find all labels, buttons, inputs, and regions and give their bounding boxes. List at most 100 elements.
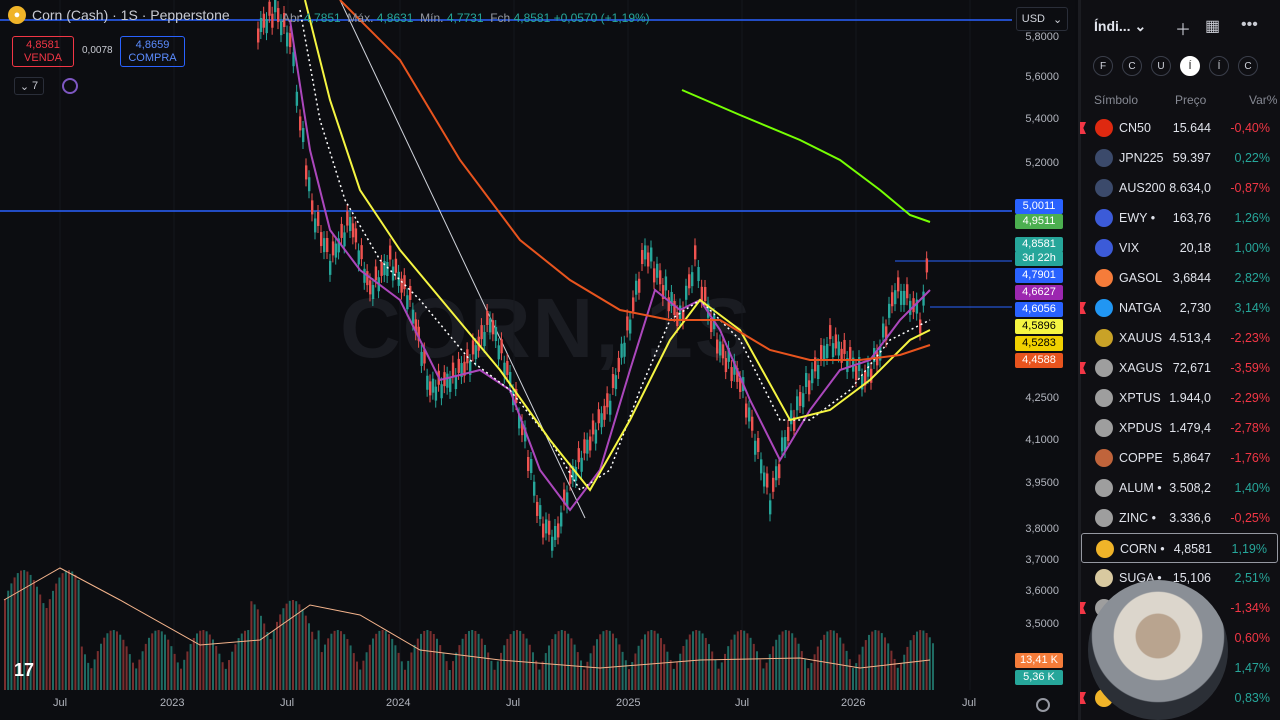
filter-chip[interactable]: U bbox=[1151, 56, 1171, 76]
volume-bar bbox=[55, 583, 58, 690]
watchlist-row[interactable]: XPDUS 1.479,4 -2,78% bbox=[1081, 413, 1280, 443]
refresh-icon[interactable] bbox=[62, 78, 78, 94]
volume-bar bbox=[109, 630, 112, 690]
watchlist-row[interactable]: JPN225 59.397 0,22% bbox=[1081, 143, 1280, 173]
row-change: -0,40% bbox=[1230, 121, 1270, 135]
buy-button[interactable]: 4,8659 COMPRA bbox=[120, 36, 185, 67]
add-icon[interactable]: ＋ bbox=[1175, 22, 1192, 39]
time-axis-label: 2026 bbox=[841, 697, 866, 709]
volume-bar bbox=[10, 583, 13, 690]
chart-title[interactable]: Corn (Cash) · 1S · Pepperstone bbox=[32, 7, 230, 23]
volume-bar bbox=[100, 643, 102, 690]
row-change: -1,34% bbox=[1230, 601, 1270, 615]
row-change: 2,51% bbox=[1234, 571, 1270, 585]
row-symbol: VIX bbox=[1119, 241, 1140, 255]
watchlist-row[interactable]: VIX 20,18 1,00% bbox=[1081, 233, 1280, 263]
filter-chip[interactable]: F bbox=[1093, 56, 1113, 76]
watchlist-row[interactable]: EWY • 163,76 1,26% bbox=[1081, 203, 1280, 233]
volume-bar bbox=[20, 570, 22, 690]
volume-bar bbox=[148, 637, 150, 690]
candle bbox=[661, 285, 665, 300]
volume-bar bbox=[602, 631, 605, 690]
time-axis-label: Jul bbox=[962, 697, 977, 709]
volume-bar bbox=[503, 645, 506, 690]
candle bbox=[667, 297, 670, 312]
indicators-toggle[interactable]: ⌄ 7 bbox=[14, 77, 44, 95]
gear-icon[interactable] bbox=[1036, 698, 1050, 712]
watchlist-row[interactable]: GASOL 3,6844 2,82% bbox=[1081, 263, 1280, 293]
candle bbox=[834, 334, 838, 349]
layout-icon[interactable]: ▦ bbox=[1205, 18, 1221, 35]
candle bbox=[826, 344, 829, 359]
volume-bar bbox=[445, 661, 448, 690]
volume-bar bbox=[615, 638, 618, 690]
price-axis-label: 5,4000 bbox=[1025, 113, 1059, 125]
candle bbox=[727, 347, 730, 362]
watchlist-row[interactable]: XPTUS 1.944,0 -2,29% bbox=[1081, 383, 1280, 413]
candle bbox=[337, 238, 340, 253]
time-axis-label: Jul bbox=[506, 697, 521, 709]
candle bbox=[784, 436, 787, 451]
volume-bar bbox=[890, 650, 893, 690]
volume-bar bbox=[663, 644, 666, 690]
volume-bar bbox=[855, 663, 858, 690]
volume-bar bbox=[176, 662, 179, 690]
filter-chip[interactable]: C bbox=[1238, 56, 1258, 76]
volume-bar bbox=[196, 633, 198, 690]
volume-bar bbox=[87, 662, 90, 690]
volume-bar bbox=[532, 652, 534, 690]
price-chart[interactable] bbox=[0, 0, 1075, 720]
chart-area[interactable]: CORN, 1S ● Corn (Cash) · 1S · Pepperston… bbox=[0, 0, 1075, 720]
trend-line bbox=[339, 0, 586, 519]
volume-bar bbox=[292, 600, 294, 690]
usa-flag-icon bbox=[1095, 239, 1113, 257]
watchlist-row[interactable]: AUS200 8.634,0 -0,87% bbox=[1081, 173, 1280, 203]
volume-bar bbox=[74, 574, 77, 690]
volume-bar bbox=[61, 573, 64, 690]
volume-bar bbox=[349, 645, 352, 690]
volume-bar bbox=[141, 651, 144, 690]
volume-bar bbox=[704, 637, 707, 690]
watchlist-row[interactable]: COPPE 5,8647 -1,76% bbox=[1081, 443, 1280, 473]
volume-bar bbox=[119, 634, 122, 690]
price-axis-label: 3,8000 bbox=[1025, 523, 1059, 535]
volume-bar bbox=[685, 639, 688, 690]
volume-bar bbox=[775, 639, 778, 690]
volume-bar bbox=[656, 633, 659, 690]
volume-bar bbox=[458, 645, 461, 690]
volume-bar bbox=[791, 633, 794, 690]
volume-bar bbox=[893, 658, 896, 690]
chart-header: ● Corn (Cash) · 1S · Pepperstone bbox=[8, 6, 230, 24]
watchlist-row[interactable]: XAGUS 72,671 -3,59% bbox=[1080, 353, 1280, 383]
filter-chip[interactable]: Í bbox=[1209, 56, 1229, 76]
watchlist-row[interactable]: CORN • 4,8581 1,19% bbox=[1081, 533, 1278, 563]
candle bbox=[900, 290, 903, 305]
volume-bar bbox=[682, 645, 685, 690]
candle bbox=[414, 319, 418, 334]
volume-bar bbox=[436, 638, 438, 690]
watchlist-row[interactable]: CN50 15.644 -0,40% bbox=[1080, 113, 1280, 143]
column-symbol[interactable]: Símbolo bbox=[1094, 93, 1139, 107]
more-icon[interactable]: ••• bbox=[1241, 16, 1258, 33]
filter-chip[interactable]: Í bbox=[1180, 56, 1200, 76]
column-price[interactable]: Preço bbox=[1175, 93, 1207, 107]
watchlist-row[interactable]: ALUM • 3.508,2 1,40% bbox=[1081, 473, 1280, 503]
filter-chip[interactable]: C bbox=[1122, 56, 1142, 76]
column-change[interactable]: Var% bbox=[1249, 93, 1278, 107]
row-price: 5,8647 bbox=[1172, 451, 1211, 465]
volume-bar bbox=[519, 630, 522, 690]
volume-bar bbox=[272, 630, 275, 690]
watchlist-row[interactable]: XAUUS 4.513,4 -2,23% bbox=[1081, 323, 1280, 353]
tradingview-logo[interactable]: 17 bbox=[14, 660, 35, 680]
sell-button[interactable]: 4,8581 VENDA bbox=[12, 36, 74, 67]
watchlist-row[interactable]: NATGA 2,730 3,14% bbox=[1080, 293, 1280, 323]
candle bbox=[915, 299, 919, 314]
row-price: 3.336,6 bbox=[1169, 511, 1211, 525]
volume-bar bbox=[877, 630, 880, 690]
currency-select[interactable]: USD ⌄ bbox=[1016, 7, 1068, 31]
candle bbox=[861, 375, 864, 390]
watchlist-row[interactable]: ZINC • 3.336,6 -0,25% bbox=[1081, 503, 1280, 533]
candle bbox=[688, 274, 691, 289]
watchlist-title[interactable]: Índi... ⌄ bbox=[1094, 18, 1147, 34]
candle bbox=[805, 373, 808, 388]
